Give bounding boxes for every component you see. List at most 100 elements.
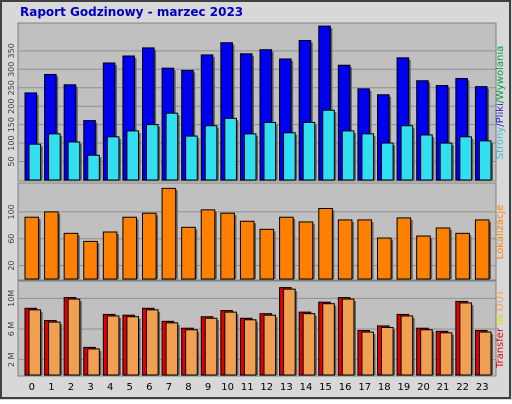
bar <box>439 142 453 181</box>
bar <box>381 142 394 181</box>
x-tick-label: 12 <box>260 382 273 393</box>
bar <box>126 316 139 376</box>
bar <box>377 237 392 280</box>
bar <box>204 317 218 376</box>
bar <box>400 125 414 181</box>
side-label: Transfer IN OUT <box>495 289 506 369</box>
bar <box>357 219 372 280</box>
bar <box>298 221 314 280</box>
bar <box>302 121 316 181</box>
bar <box>279 216 294 280</box>
x-tick-label: 5 <box>127 382 133 393</box>
bar <box>455 232 470 280</box>
bar <box>142 212 157 280</box>
bar <box>263 121 277 181</box>
bar <box>283 132 296 181</box>
y-tick-label: 350 <box>7 43 16 58</box>
x-tick-label: 4 <box>107 382 113 393</box>
bar <box>48 133 61 181</box>
x-tick-label: 22 <box>456 382 469 393</box>
bar <box>478 331 492 376</box>
bar <box>341 130 355 181</box>
x-tick-label: 0 <box>29 382 35 393</box>
bar <box>322 109 335 181</box>
x-tick-label: 21 <box>437 382 450 393</box>
bar <box>302 313 316 376</box>
bar <box>106 315 120 376</box>
bar <box>220 212 235 280</box>
y-tick-label: 150 <box>7 117 16 132</box>
bar <box>48 321 61 376</box>
bar <box>361 331 374 376</box>
bar <box>185 135 198 181</box>
x-tick-label: 3 <box>87 382 93 393</box>
side-label-part: Strony <box>495 127 506 160</box>
bar <box>102 231 118 280</box>
bar <box>165 112 179 181</box>
bar <box>459 302 472 376</box>
side-label: Lokalizacje <box>495 205 506 260</box>
x-tick-label: 23 <box>476 382 489 393</box>
x-tick-label: 15 <box>319 382 332 393</box>
x-tick-label: 8 <box>185 382 191 393</box>
bar <box>67 298 81 376</box>
x-tick-label: 16 <box>339 382 352 393</box>
x-tick-label: 6 <box>146 382 152 393</box>
chart-title: Raport Godzinowy - marzec 2023 <box>20 5 243 19</box>
side-label-part: /Pliki <box>495 103 506 127</box>
y-tick-label: 10M <box>7 290 16 307</box>
bar <box>185 329 198 376</box>
side-label: Strony/Pliki/Wywolania <box>495 46 506 160</box>
bar <box>161 187 177 280</box>
x-tick-label: 9 <box>205 382 211 393</box>
y-tick-label: 100 <box>7 204 16 219</box>
bar <box>224 311 237 376</box>
x-tick-label: 20 <box>417 382 430 393</box>
x-tick-label: 19 <box>398 382 411 393</box>
x-tick-label: 13 <box>280 382 293 393</box>
bar <box>83 240 98 280</box>
bar <box>474 219 490 280</box>
bar <box>459 136 472 181</box>
bar <box>28 143 42 181</box>
x-tick-label: 17 <box>358 382 371 393</box>
bar <box>341 298 355 376</box>
x-tick-label: 10 <box>221 382 234 393</box>
bar <box>396 217 412 280</box>
bar <box>400 315 414 376</box>
bar <box>63 232 79 280</box>
bar <box>146 309 159 376</box>
bar <box>259 228 275 280</box>
bar <box>87 154 100 181</box>
x-tick-label: 14 <box>300 382 313 393</box>
bar <box>322 303 335 376</box>
bar <box>439 332 453 376</box>
side-label-part: /Wywolania <box>495 46 506 103</box>
bar <box>243 319 257 376</box>
bar <box>24 216 40 280</box>
bar <box>181 226 196 280</box>
y-tick-label: 300 <box>7 62 16 77</box>
bar <box>67 141 81 181</box>
bar <box>204 125 218 181</box>
bar <box>416 235 431 280</box>
bar <box>87 348 100 376</box>
bar <box>122 216 137 280</box>
y-tick-label: 50 <box>7 156 16 166</box>
y-tick-label: 60 <box>7 234 16 244</box>
bar <box>106 136 120 181</box>
bar <box>165 322 179 376</box>
x-tick-label: 7 <box>166 382 172 393</box>
bar <box>337 219 353 280</box>
bar <box>239 220 255 280</box>
bar <box>318 208 333 280</box>
y-tick-label: 6 M <box>7 322 16 337</box>
bar <box>381 326 394 376</box>
side-label-part: Transfer <box>495 327 506 369</box>
bar <box>420 329 433 376</box>
bar <box>263 314 277 376</box>
x-tick-label: 1 <box>48 382 54 393</box>
bar <box>224 117 237 181</box>
y-tick-label: 2 M <box>7 352 16 367</box>
